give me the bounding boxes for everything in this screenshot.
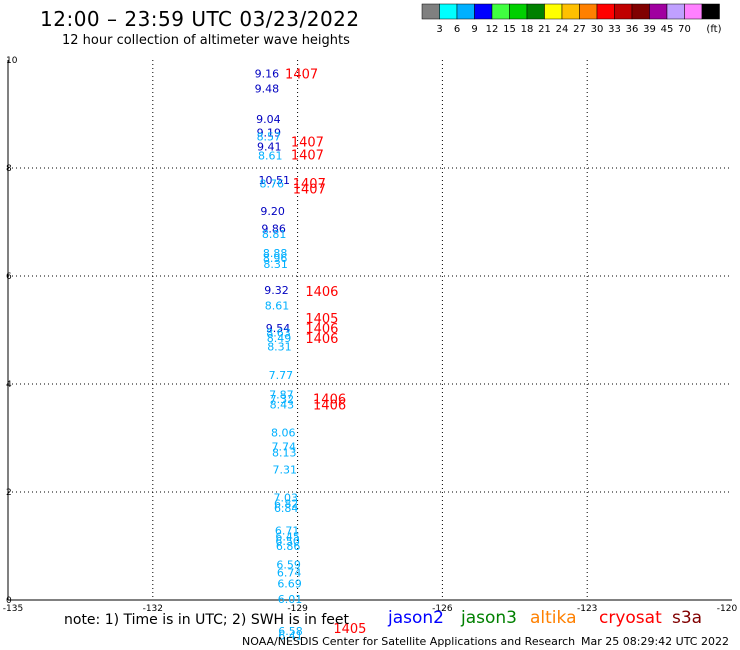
chart-title: 12:00 – 23:59 UTC 03/23/2022 <box>40 7 360 31</box>
data-point-label: 7.74 <box>272 441 297 454</box>
data-point-label: 6.45 <box>275 530 300 543</box>
x-tick-label: -129 <box>287 604 308 614</box>
time-label: 1406 <box>313 393 346 408</box>
legend-item-s3a: s3a <box>672 608 703 628</box>
data-point-label: 6.71 <box>275 524 300 537</box>
scale-unit: (ft) <box>706 24 721 35</box>
scale-label: 39 <box>643 24 656 35</box>
scale-label: 21 <box>538 24 551 35</box>
data-point-label: 8.96 <box>263 252 288 265</box>
y-tick-label: 10 <box>6 56 18 66</box>
data-point-label: 8.13 <box>272 447 297 460</box>
data-point-label: 9.16 <box>255 68 280 81</box>
data-point-label: 7.77 <box>269 369 294 382</box>
time-label: 1407 <box>291 149 324 164</box>
legend-item-jason3: jason3 <box>461 608 517 628</box>
scale-label: 24 <box>556 24 569 35</box>
data-point-label: 6.58 <box>278 625 303 638</box>
footer-timestamp: Mar 25 08:29:42 UTC 2022 <box>581 635 729 648</box>
data-point-label: 8.61 <box>265 300 290 313</box>
data-point-label: 8.76 <box>259 178 284 191</box>
scale-label: 9 <box>471 24 477 35</box>
data-point-label: 6.86 <box>276 540 301 553</box>
data-point-label: 6.69 <box>277 577 302 590</box>
x-tick-label: -132 <box>143 604 163 614</box>
data-point-label: 8.63 <box>266 327 291 340</box>
data-point-label: 7.03 <box>273 491 298 504</box>
footer-credit: NOAA/NESDIS Center for Satellite Applica… <box>242 635 576 648</box>
data-point-label: 8.31 <box>267 341 292 354</box>
x-tick-label: -135 <box>3 604 23 614</box>
time-label: 1407 <box>293 177 326 192</box>
scale-label: 36 <box>626 24 639 35</box>
time-label: 1406 <box>305 285 338 300</box>
time-label: 1406 <box>313 399 346 414</box>
scale-label: 30 <box>591 24 604 35</box>
y-tick-label: 0 <box>6 596 12 606</box>
y-tick-label: 8 <box>6 164 12 174</box>
data-point-label: 9.20 <box>260 205 285 218</box>
scale-label: 33 <box>608 24 621 35</box>
data-point-label: 6.84 <box>274 502 299 515</box>
data-point-label: 8.06 <box>271 427 296 440</box>
data-point-label: 7.32 <box>270 393 295 406</box>
data-point-label: 10.51 <box>259 174 291 187</box>
scale-label: 18 <box>521 24 534 35</box>
scale-label: 3 <box>436 24 442 35</box>
data-point-label: 6.74 <box>277 566 302 579</box>
data-point-label: 6.82 <box>274 497 299 510</box>
legend-item-jason2: jason2 <box>388 608 444 628</box>
data-point-label: 7.31 <box>273 463 298 476</box>
scale-label: 27 <box>573 24 586 35</box>
time-label: 1405 <box>333 622 366 637</box>
footer-note: note: 1) Time is in UTC; 2) SWH is in fe… <box>64 612 350 628</box>
color-scale: 3 6 9 12 15 18 21 24 27 30 33 36 39 45 70 (ft) <box>421 3 722 35</box>
chart-subtitle: 12 hour collection of altimeter wave hei… <box>62 33 350 48</box>
legend-item-altika: altika <box>530 608 577 628</box>
scale-label: 45 <box>661 24 674 35</box>
y-tick-label: 4 <box>6 380 12 390</box>
data-point-label: 8.43 <box>270 399 295 412</box>
data-point-label: 6.50 <box>275 535 300 548</box>
scale-label: 6 <box>454 24 460 35</box>
data-point-label: 9.48 <box>255 83 280 96</box>
data-point-label: 6.01 <box>278 593 303 606</box>
y-tick-label: 2 <box>6 488 12 498</box>
time-label: 1406 <box>305 322 338 337</box>
data-point-label: 8.81 <box>262 228 287 241</box>
data-point-label: 6.41 <box>278 630 303 643</box>
data-point-label: 8.61 <box>258 150 283 163</box>
time-label: 1406 <box>305 332 338 347</box>
x-tick-label: -123 <box>577 604 597 614</box>
scale-label: 70 <box>678 24 691 35</box>
data-point-label: 8.57 <box>257 131 282 144</box>
time-label: 1407 <box>285 68 318 83</box>
data-point-label: 9.86 <box>261 222 286 235</box>
data-point-label: 8.88 <box>263 247 288 260</box>
data-point-label: 9.32 <box>264 284 289 297</box>
x-tick-label: -120 <box>717 604 738 614</box>
data-point-label: 8.49 <box>267 332 292 345</box>
data-point-label: 9.04 <box>256 113 281 126</box>
time-label: 1405 <box>305 312 338 327</box>
data-point-label: 9.54 <box>266 322 291 335</box>
data-point-label: 7.87 <box>269 388 294 401</box>
legend-item-cryosat: cryosat <box>599 608 662 628</box>
scale-label: 12 <box>486 24 499 35</box>
scale-swatch <box>701 3 720 20</box>
data-point-label: 9.19 <box>257 126 282 139</box>
scale-label: 15 <box>503 24 516 35</box>
data-point-label: 9.41 <box>257 140 282 153</box>
time-label: 1407 <box>293 183 326 198</box>
time-label: 1407 <box>291 136 324 151</box>
x-tick-label: -126 <box>432 604 453 614</box>
data-point-label: 8.31 <box>263 258 288 271</box>
data-point-label: 6.59 <box>276 558 301 571</box>
y-tick-label: 6 <box>6 272 12 282</box>
